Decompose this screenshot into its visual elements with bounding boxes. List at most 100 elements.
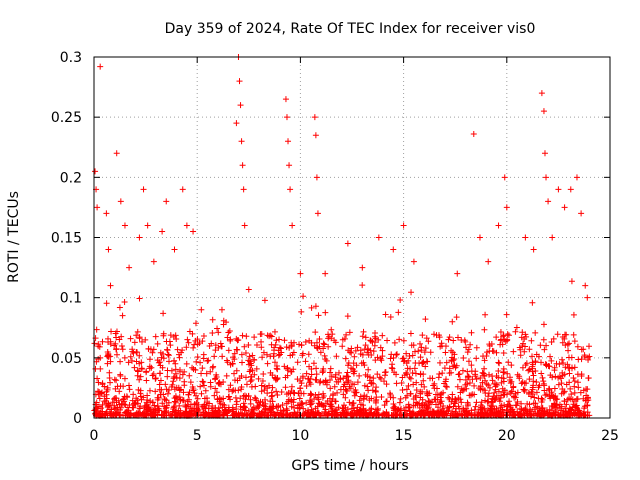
data-point [521, 386, 528, 393]
data-point [235, 411, 242, 418]
data-point [369, 387, 376, 394]
data-point [365, 346, 372, 353]
data-point [263, 351, 270, 358]
data-point [179, 371, 186, 378]
data-point [131, 400, 138, 407]
data-point [475, 409, 482, 416]
data-point [559, 372, 566, 379]
data-point [121, 354, 128, 361]
data-point [128, 357, 135, 364]
data-point [397, 395, 404, 402]
data-point [450, 403, 457, 410]
data-point [113, 410, 120, 417]
data-point [372, 388, 379, 395]
data-point [295, 402, 302, 409]
data-point [344, 240, 351, 247]
data-point [523, 360, 530, 367]
data-point [96, 395, 103, 402]
data-point [372, 357, 379, 364]
data-point [137, 393, 144, 400]
data-point [496, 360, 503, 367]
data-point [95, 391, 102, 398]
data-point [236, 78, 243, 85]
data-point [103, 210, 110, 217]
data-point [181, 368, 188, 375]
data-point [229, 388, 236, 395]
data-point [125, 382, 132, 389]
data-point [548, 339, 555, 346]
data-point [497, 329, 504, 336]
data-point [104, 384, 111, 391]
data-point [540, 378, 547, 385]
data-point [404, 392, 411, 399]
data-point [547, 353, 554, 360]
data-point [361, 410, 368, 417]
data-point [247, 400, 254, 407]
data-point [564, 341, 571, 348]
data-point [92, 168, 99, 175]
data-point [500, 375, 507, 382]
data-point [535, 353, 542, 360]
data-point [119, 312, 126, 319]
data-point [210, 363, 217, 370]
data-point [354, 409, 361, 416]
data-point [127, 353, 134, 360]
data-point [299, 400, 306, 407]
data-point [154, 403, 161, 410]
data-point [155, 359, 162, 366]
data-point [505, 359, 512, 366]
data-point [390, 246, 397, 253]
data-point [521, 411, 528, 418]
data-point [538, 398, 545, 405]
data-point [515, 411, 522, 418]
data-point [368, 380, 375, 387]
data-point [245, 392, 252, 399]
data-point [333, 412, 340, 419]
data-point [314, 210, 321, 217]
data-point [247, 366, 254, 373]
data-point [302, 338, 309, 345]
data-point [305, 351, 312, 358]
data-point [496, 398, 503, 405]
data-point [570, 375, 577, 382]
data-point [519, 343, 526, 350]
data-point [362, 334, 369, 341]
data-point [492, 396, 499, 403]
data-point [433, 385, 440, 392]
y-tick-label: 0.15 [51, 231, 82, 247]
data-point [133, 410, 140, 417]
data-point [120, 396, 127, 403]
data-point [137, 373, 144, 380]
data-point [229, 360, 236, 367]
data-point [223, 410, 230, 417]
data-point [405, 382, 412, 389]
data-point [127, 410, 134, 417]
data-point [477, 405, 484, 412]
data-point [191, 390, 198, 397]
data-point [126, 386, 133, 393]
data-point [225, 404, 232, 411]
data-point [489, 373, 496, 380]
data-point [499, 341, 506, 348]
data-point [332, 407, 339, 414]
data-point [408, 289, 415, 296]
data-point [294, 376, 301, 383]
data-point [393, 351, 400, 358]
data-point [103, 300, 110, 307]
data-point [487, 402, 494, 409]
data-point [454, 334, 461, 341]
data-point [112, 411, 119, 418]
data-point [218, 306, 225, 313]
data-point [273, 337, 280, 344]
data-point [272, 376, 279, 383]
data-point [390, 394, 397, 401]
data-point [378, 394, 385, 401]
data-point [421, 349, 428, 356]
y-tick-label: 0.1 [60, 291, 82, 307]
y-tick-label: 0 [73, 411, 82, 427]
data-point [478, 407, 485, 414]
data-point [519, 364, 526, 371]
data-point [563, 401, 570, 408]
data-point [393, 351, 400, 358]
data-point [264, 360, 271, 367]
